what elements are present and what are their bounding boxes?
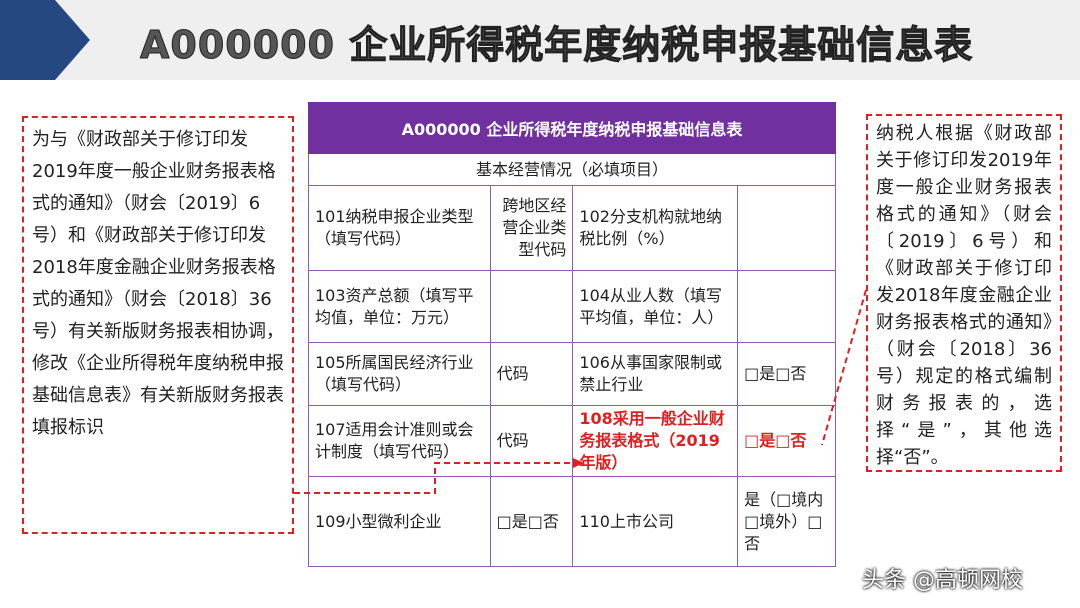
- cell: 102分支机构就地纳税比例（%）: [572, 185, 739, 271]
- cell: 104从业人数（填写平均值，单位：人）: [572, 270, 739, 343]
- cell: 107适用会计准则或会计制度（填写代码）: [308, 405, 491, 477]
- table-section: 基本经营情况（必填项目）: [308, 153, 836, 186]
- chevron-icon: [0, 0, 90, 80]
- cell: 代码: [489, 405, 574, 477]
- cell: □是□否: [489, 476, 574, 567]
- cell: 代码: [489, 342, 574, 406]
- table-title: A000000 企业所得税年度纳税申报基础信息表: [308, 102, 836, 154]
- table-row: 107适用会计准则或会计制度（填写代码） 代码 108采用一般企业财务报表格式（…: [308, 405, 836, 477]
- cell: 110上市公司: [572, 476, 739, 567]
- cell: 101纳税申报企业类型（填写代码）: [308, 185, 491, 271]
- watermark: 头条 @高顿网校: [862, 568, 1023, 593]
- highlight-cell: 108采用一般企业财务报表格式（2019年版）: [572, 405, 739, 477]
- cell: [737, 185, 836, 271]
- table-row: 109小型微利企业 □是□否 110上市公司 是（□境内□境外）□否: [308, 476, 836, 567]
- cell: 跨地区经营企业类型代码: [489, 185, 574, 271]
- cell: 是（□境内□境外）□否: [737, 476, 836, 567]
- cell: 109小型微利企业: [308, 476, 491, 567]
- cell: 103资产总额（填写平均值，单位：万元）: [308, 270, 491, 343]
- table-row: 101纳税申报企业类型（填写代码） 跨地区经营企业类型代码 102分支机构就地纳…: [308, 185, 836, 271]
- left-note: 为与《财政部关于修订印发2019年度一般企业财务报表格式的通知》（财会〔2019…: [22, 116, 294, 534]
- table-row: 103资产总额（填写平均值，单位：万元） 104从业人数（填写平均值，单位：人）: [308, 270, 836, 343]
- cell: 105所属国民经济行业（填写代码）: [308, 342, 491, 406]
- right-note: 纳税人根据《财政部关于修订印发2019年度一般企业财务报表格式的通知》（财会〔2…: [866, 114, 1062, 472]
- highlight-cell: □是□否: [737, 405, 836, 477]
- cell: [489, 270, 574, 343]
- table-row: 105所属国民经济行业（填写代码） 代码 106从事国家限制或禁止行业 □是□否: [308, 342, 836, 406]
- cell: □是□否: [737, 342, 836, 406]
- cell: [737, 270, 836, 343]
- info-table: A000000 企业所得税年度纳税申报基础信息表 基本经营情况（必填项目） 10…: [308, 102, 836, 567]
- slide-title: A000000 企业所得税年度纳税申报基础信息表: [139, 23, 974, 68]
- cell: 106从事国家限制或禁止行业: [572, 342, 739, 406]
- title-band: [0, 0, 1080, 80]
